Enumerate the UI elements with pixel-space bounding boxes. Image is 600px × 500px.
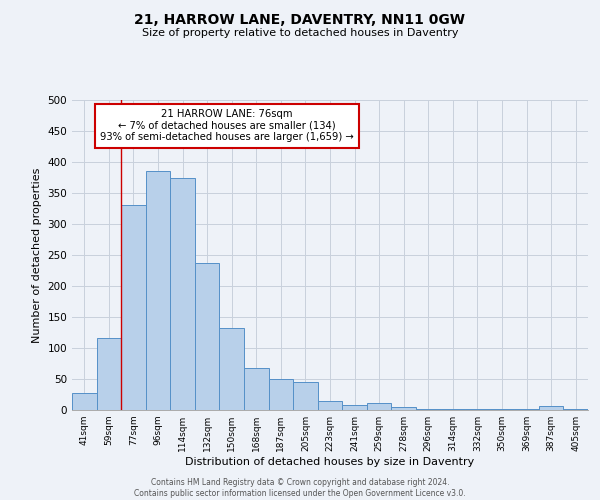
- Bar: [539, 406, 563, 410]
- Bar: [97, 338, 121, 410]
- Bar: [342, 405, 367, 410]
- Text: 21, HARROW LANE, DAVENTRY, NN11 0GW: 21, HARROW LANE, DAVENTRY, NN11 0GW: [134, 12, 466, 26]
- Bar: [269, 379, 293, 410]
- Text: Size of property relative to detached houses in Daventry: Size of property relative to detached ho…: [142, 28, 458, 38]
- Bar: [220, 328, 244, 410]
- Bar: [391, 407, 416, 410]
- Bar: [146, 172, 170, 410]
- Bar: [318, 400, 342, 410]
- Bar: [367, 402, 391, 410]
- Bar: [121, 206, 146, 410]
- Bar: [195, 263, 220, 410]
- Y-axis label: Number of detached properties: Number of detached properties: [32, 168, 42, 342]
- Bar: [293, 382, 318, 410]
- X-axis label: Distribution of detached houses by size in Daventry: Distribution of detached houses by size …: [185, 457, 475, 467]
- Text: 21 HARROW LANE: 76sqm
← 7% of detached houses are smaller (134)
93% of semi-deta: 21 HARROW LANE: 76sqm ← 7% of detached h…: [100, 110, 353, 142]
- Bar: [170, 178, 195, 410]
- Text: Contains HM Land Registry data © Crown copyright and database right 2024.
Contai: Contains HM Land Registry data © Crown c…: [134, 478, 466, 498]
- Bar: [244, 368, 269, 410]
- Bar: [72, 394, 97, 410]
